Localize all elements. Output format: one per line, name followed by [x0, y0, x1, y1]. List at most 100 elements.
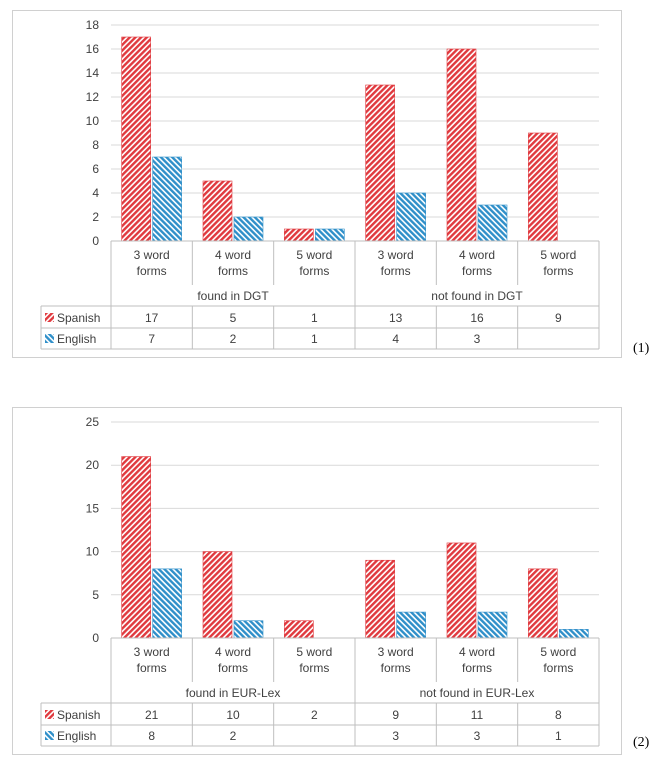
legend-key-english [45, 334, 54, 343]
legend-label: English [57, 332, 96, 346]
category-label: 4 word [459, 248, 495, 262]
category-label: forms [462, 661, 492, 675]
category-label: forms [299, 661, 329, 675]
chart-svg: 0 5 10 15 20 25 3 word forms 4 word forms 5 word fo… [40, 415, 600, 747]
y-tick-label: 25 [86, 415, 100, 429]
y-tick-label: 10 [86, 545, 100, 559]
category-label: forms [543, 264, 573, 278]
category-label: forms [137, 264, 167, 278]
bar-english-1 [233, 216, 264, 242]
bar-spanish-5 [528, 132, 558, 242]
category-label: forms [381, 661, 411, 675]
bar-spanish-0 [121, 36, 151, 242]
bar-spanish-4 [446, 48, 477, 242]
group-label: found in EUR-Lex [186, 686, 281, 700]
bar-english-1 [233, 620, 264, 639]
bar-english-3 [396, 611, 426, 639]
y-tick-label: 12 [86, 90, 100, 104]
data-label: 5 [230, 311, 237, 325]
data-label: 9 [392, 708, 399, 722]
category-label: forms [381, 264, 411, 278]
data-label: 1 [311, 311, 318, 325]
data-table [40, 637, 600, 747]
data-label: 8 [148, 729, 155, 743]
y-tick-label: 8 [92, 138, 99, 152]
y-tick-label: 4 [92, 186, 99, 200]
chart-eur-lex: 0 5 10 15 20 25 3 word forms 4 word forms 5 word fo… [12, 407, 622, 755]
chart-dgt: 0 2 4 6 8 10 12 14 16 18 3 word forms 4 word forms 5 w… [12, 10, 622, 358]
bar-english-5 [559, 629, 589, 639]
bar-english-4 [477, 611, 508, 639]
category-label: forms [137, 661, 167, 675]
data-label: 1 [311, 332, 318, 346]
data-label: 21 [145, 708, 159, 722]
legend-key-spanish [45, 313, 54, 322]
group-label: not found in DGT [431, 289, 523, 303]
category-label: 5 word [296, 645, 332, 659]
legend-key-english [45, 731, 54, 740]
category-label: forms [543, 661, 573, 675]
data-label: 2 [230, 332, 237, 346]
category-label: 4 word [215, 248, 251, 262]
group-label: found in DGT [197, 289, 269, 303]
category-label: 5 word [540, 248, 576, 262]
legend-label: Spanish [57, 708, 100, 722]
category-label: 3 word [378, 645, 414, 659]
y-tick-label: 10 [86, 114, 100, 128]
bar-english-0 [152, 568, 182, 639]
y-tick-label: 6 [92, 162, 99, 176]
y-tick-label: 20 [86, 458, 100, 472]
bar-english-0 [152, 156, 182, 242]
bar-english-2 [315, 228, 345, 242]
bar-english-4 [477, 204, 508, 242]
bar-spanish-1 [202, 180, 233, 242]
category-label: forms [299, 264, 329, 278]
data-label: 3 [392, 729, 399, 743]
data-label: 4 [392, 332, 399, 346]
bar-spanish-0 [121, 456, 151, 639]
category-label: forms [462, 264, 492, 278]
legend-key-spanish [45, 710, 54, 719]
data-label: 13 [389, 311, 403, 325]
data-label: 8 [555, 708, 562, 722]
bar-spanish-2 [284, 620, 314, 639]
category-label: 3 word [378, 248, 414, 262]
figure-label-1: (1) [633, 341, 650, 356]
y-tick-label: 2 [92, 210, 99, 224]
category-label: 5 word [540, 645, 576, 659]
data-table [40, 240, 600, 350]
y-tick-label: 0 [92, 631, 99, 645]
bar-spanish-4 [446, 542, 477, 639]
bar-spanish-5 [528, 568, 558, 639]
y-tick-label: 0 [92, 234, 99, 248]
bar-spanish-3 [365, 559, 395, 639]
y-tick-label: 16 [86, 42, 100, 56]
category-label: forms [218, 264, 248, 278]
data-label: 3 [474, 729, 481, 743]
y-tick-label: 18 [86, 18, 100, 32]
bar-english-3 [396, 192, 426, 242]
data-label: 11 [471, 708, 484, 722]
bar-spanish-2 [284, 228, 314, 242]
data-label: 3 [474, 332, 481, 346]
category-label: 4 word [215, 645, 251, 659]
data-label: 7 [148, 332, 155, 346]
data-label: 16 [470, 311, 484, 325]
y-tick-label: 14 [86, 66, 100, 80]
category-label: 3 word [134, 248, 170, 262]
category-label: 3 word [134, 645, 170, 659]
category-label: 4 word [459, 645, 495, 659]
data-label: 1 [555, 729, 562, 743]
y-tick-label: 15 [86, 501, 100, 515]
y-tick-label: 5 [92, 588, 99, 602]
legend-label: English [57, 729, 96, 743]
category-label: forms [218, 661, 248, 675]
bar-spanish-1 [202, 551, 233, 639]
data-label: 2 [311, 708, 318, 722]
legend-label: Spanish [57, 311, 100, 325]
data-label: 17 [145, 311, 159, 325]
category-label: 5 word [296, 248, 332, 262]
data-label: 9 [555, 311, 562, 325]
group-label: not found in EUR-Lex [420, 686, 535, 700]
